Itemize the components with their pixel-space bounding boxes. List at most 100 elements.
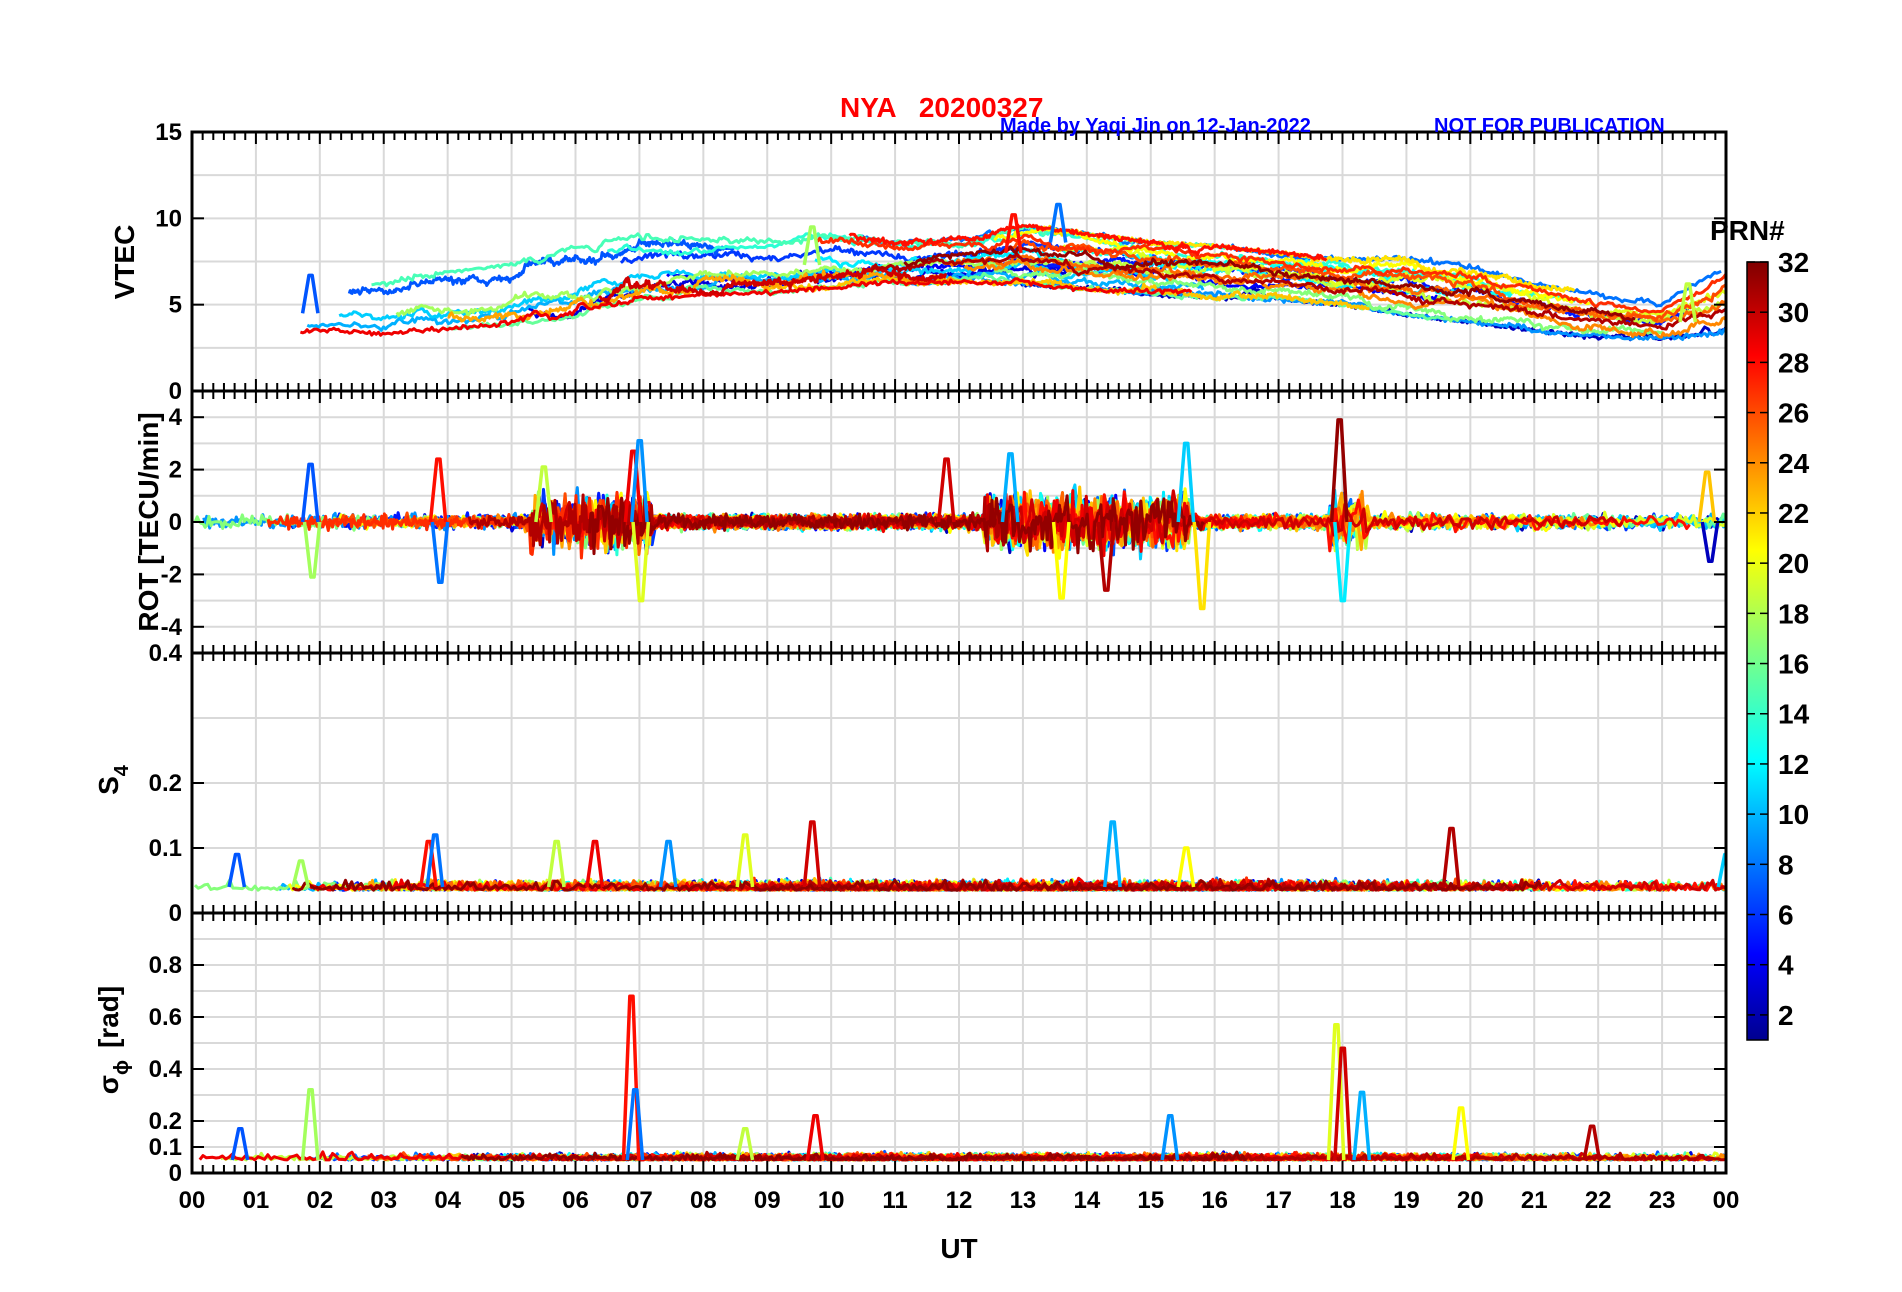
event-spike	[802, 225, 822, 266]
event-spike	[300, 273, 320, 314]
event-spike	[625, 1088, 645, 1161]
x-tick-label: 11	[882, 1187, 907, 1214]
panel-sigma_phi-series	[198, 1149, 1726, 1162]
x-tick-label: 18	[1329, 1187, 1356, 1214]
y-tick-label: 0.2	[149, 1108, 182, 1135]
panel-vtec-events	[300, 202, 1698, 323]
event-spike	[300, 1088, 320, 1161]
x-tick-label: 00	[179, 1187, 206, 1214]
rot-axis-label: ROT [TECU/min]	[133, 412, 164, 631]
event-spike	[1003, 213, 1023, 254]
event-spike	[805, 1114, 825, 1161]
x-tick-label: 22	[1585, 1187, 1612, 1214]
x-tick-label: 21	[1521, 1187, 1548, 1214]
colorbar-tick-label: 20	[1778, 548, 1809, 579]
colorbar-tick-label: 18	[1778, 598, 1809, 629]
event-spike	[227, 852, 247, 888]
event-spike	[585, 839, 605, 888]
colorbar-title: PRN#	[1710, 215, 1785, 246]
event-spike	[1329, 418, 1349, 523]
colorbar-tick-label: 32	[1778, 247, 1809, 278]
event-spike	[623, 449, 643, 523]
panel-sigma_phi-events	[230, 994, 1602, 1161]
prn-series-line	[693, 1150, 1726, 1162]
y-tick-label: 0	[169, 509, 182, 536]
x-tick-label: 02	[306, 1187, 333, 1214]
event-spike	[1700, 521, 1720, 564]
colorbar-tick-label: 22	[1778, 498, 1809, 529]
event-spike	[1102, 820, 1122, 888]
event-spike	[1192, 521, 1212, 611]
x-axis-label: UT	[940, 1233, 977, 1264]
y-tick-label: -2	[161, 561, 182, 588]
x-tick-label: 23	[1649, 1187, 1676, 1214]
event-spike	[735, 1127, 755, 1161]
s4-axis-label: S4	[93, 764, 133, 795]
event-spike	[658, 839, 678, 888]
prn-series-line	[619, 240, 1320, 275]
event-spike	[291, 859, 311, 888]
y-tick-label: 2	[169, 457, 182, 484]
sigma-phi-axis-label: σϕ [rad]	[93, 986, 133, 1094]
s4-label-sub: 4	[111, 764, 133, 776]
y-tick-label: 15	[155, 119, 182, 146]
x-tick-label: 05	[498, 1187, 525, 1214]
event-spike	[1352, 1090, 1372, 1161]
y-tick-label: 0.6	[149, 1004, 182, 1031]
event-spike	[1000, 452, 1020, 523]
x-tick-label: 19	[1393, 1187, 1420, 1214]
y-tick-label: 10	[155, 205, 182, 232]
x-tick-label: 10	[818, 1187, 845, 1214]
colorbar-tick-label: 8	[1778, 849, 1794, 880]
event-spike	[1716, 852, 1726, 888]
colorbar-tick-label: 14	[1778, 699, 1810, 730]
prn-series-line	[299, 277, 1193, 337]
event-spike	[1326, 1023, 1346, 1161]
y-tick-label: 5	[169, 292, 182, 319]
y-tick-label: 0.1	[149, 1134, 182, 1161]
prn-series-line	[903, 245, 1636, 322]
x-tick-label: 16	[1201, 1187, 1228, 1214]
y-tick-label: 4	[169, 404, 183, 431]
sigma-label-unit: [rad]	[93, 986, 124, 1048]
colorbar-tick-label: 4	[1778, 950, 1794, 981]
x-tick-label: 07	[626, 1187, 653, 1214]
colorbar-tick-label: 10	[1778, 799, 1809, 830]
series-layer	[193, 202, 1726, 1162]
event-spike	[802, 820, 822, 888]
event-spike	[1176, 441, 1196, 523]
x-tick-label: 04	[434, 1187, 461, 1214]
sigma-label-main: σ	[93, 1075, 124, 1094]
x-tick-label: 13	[1010, 1187, 1037, 1214]
y-tick-label: 0.2	[149, 770, 182, 797]
colorbar-tick-label: 2	[1778, 1000, 1794, 1031]
prn-series-line	[291, 878, 1543, 892]
event-spike	[1697, 470, 1717, 523]
chart-title: NYA 20200327	[840, 92, 1043, 123]
event-spike	[546, 839, 566, 888]
event-spike	[631, 521, 651, 603]
sigma-label-sub: ϕ	[111, 1060, 133, 1075]
panel-s4-series	[193, 876, 1726, 892]
y-tick-label: 0.4	[149, 1056, 183, 1083]
event-spike	[1441, 826, 1461, 888]
panel-rot-events	[300, 418, 1720, 611]
event-spike	[936, 457, 956, 523]
event-spike	[1051, 521, 1071, 600]
y-tick-label: 0	[169, 900, 182, 927]
event-spike	[1678, 282, 1698, 323]
prn-series-line	[870, 252, 1726, 331]
prn-series-line	[460, 1150, 1247, 1162]
event-spike	[430, 521, 450, 585]
event-spike	[621, 994, 641, 1161]
event-spike	[1333, 521, 1352, 603]
x-tick-label: 20	[1457, 1187, 1484, 1214]
x-tick-label: 01	[243, 1187, 270, 1214]
colorbar-tick-label: 26	[1778, 398, 1809, 429]
event-spike	[302, 521, 322, 579]
y-tick-label: 0.4	[149, 640, 183, 667]
colorbar-tick-label: 6	[1778, 900, 1794, 931]
event-spike	[1333, 1046, 1352, 1161]
prn-series-line	[306, 269, 1205, 332]
